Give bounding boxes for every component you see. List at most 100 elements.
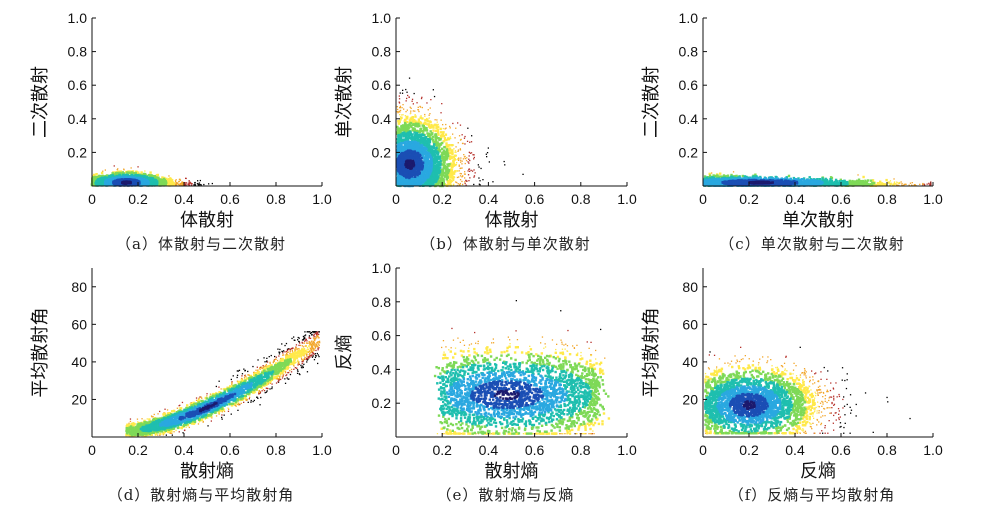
data-point xyxy=(461,142,464,145)
data-point xyxy=(462,158,465,160)
data-point xyxy=(460,159,462,161)
data-point xyxy=(133,172,137,175)
data-point xyxy=(400,142,403,145)
data-point xyxy=(117,175,121,178)
data-point xyxy=(442,149,445,152)
data-point xyxy=(134,173,137,177)
data-point xyxy=(406,138,409,141)
data-point xyxy=(436,119,438,121)
data-point xyxy=(465,179,467,181)
data-point xyxy=(432,89,434,91)
data-point xyxy=(416,140,419,143)
data-point xyxy=(468,158,470,160)
data-point xyxy=(188,184,190,186)
data-point xyxy=(424,115,426,117)
data-point xyxy=(419,171,423,175)
data-point xyxy=(442,131,445,134)
data-point xyxy=(452,122,454,125)
data-point xyxy=(454,137,456,139)
data-point xyxy=(432,168,436,171)
data-point xyxy=(469,159,471,162)
data-point xyxy=(410,125,413,129)
data-point xyxy=(409,121,413,125)
data-point xyxy=(419,116,422,119)
data-point xyxy=(445,127,447,129)
data-point xyxy=(428,140,432,144)
data-point xyxy=(423,182,426,186)
data-point xyxy=(442,161,446,164)
data-point xyxy=(399,107,401,109)
data-point xyxy=(169,177,171,179)
data-point xyxy=(404,172,407,175)
data-point xyxy=(442,177,445,180)
data-point xyxy=(396,106,398,108)
data-point xyxy=(458,170,460,172)
data-point xyxy=(441,168,444,172)
data-point xyxy=(458,184,461,186)
data-point xyxy=(116,173,119,176)
data-point xyxy=(175,181,178,184)
data-point xyxy=(429,145,432,148)
data-point xyxy=(175,179,177,181)
data-point xyxy=(429,137,433,140)
data-point xyxy=(429,130,432,133)
data-point xyxy=(407,153,410,157)
data-point xyxy=(445,176,449,180)
data-point xyxy=(464,177,466,179)
data-point xyxy=(436,129,439,132)
data-point xyxy=(440,135,443,138)
data-point xyxy=(436,137,440,140)
data-point xyxy=(449,125,451,128)
data-point xyxy=(473,175,476,177)
data-point xyxy=(399,118,402,121)
data-point xyxy=(447,138,450,141)
data-point xyxy=(487,147,489,149)
data-point xyxy=(407,94,409,97)
data-point xyxy=(473,156,475,159)
data-point xyxy=(439,143,443,146)
data-point xyxy=(445,150,449,153)
data-point xyxy=(403,108,405,110)
data-point xyxy=(179,183,182,185)
data-point xyxy=(140,171,143,174)
data-point xyxy=(203,183,205,186)
data-point xyxy=(433,149,437,152)
data-point xyxy=(175,181,177,183)
data-point xyxy=(189,183,191,185)
data-point xyxy=(460,157,462,159)
data-point xyxy=(455,163,458,166)
data-point xyxy=(412,120,415,124)
data-point xyxy=(445,145,448,148)
x-tick-label: 1.0 xyxy=(312,191,332,207)
data-point xyxy=(427,181,430,185)
data-point xyxy=(467,161,469,163)
data-point xyxy=(430,99,432,101)
data-point xyxy=(444,150,447,154)
data-point xyxy=(190,182,192,184)
data-point xyxy=(450,165,454,169)
data-point xyxy=(445,142,448,145)
data-point xyxy=(446,170,449,173)
data-point xyxy=(123,169,125,171)
data-point xyxy=(416,136,419,139)
data-point xyxy=(399,136,403,140)
data-point xyxy=(433,155,436,158)
data-point xyxy=(404,147,407,150)
data-point xyxy=(447,181,450,185)
data-point xyxy=(453,183,455,185)
data-point xyxy=(439,166,442,169)
data-point xyxy=(450,173,453,176)
data-point xyxy=(426,146,429,149)
data-point xyxy=(130,167,132,169)
data-point xyxy=(398,169,401,172)
data-point xyxy=(179,179,182,181)
data-point xyxy=(100,171,104,175)
data-point xyxy=(456,170,458,172)
y-tick-label: 0.8 xyxy=(68,44,88,60)
data-point xyxy=(457,149,460,151)
data-point xyxy=(416,171,420,174)
data-point xyxy=(397,122,400,125)
data-point xyxy=(397,132,400,135)
data-point xyxy=(114,173,117,177)
